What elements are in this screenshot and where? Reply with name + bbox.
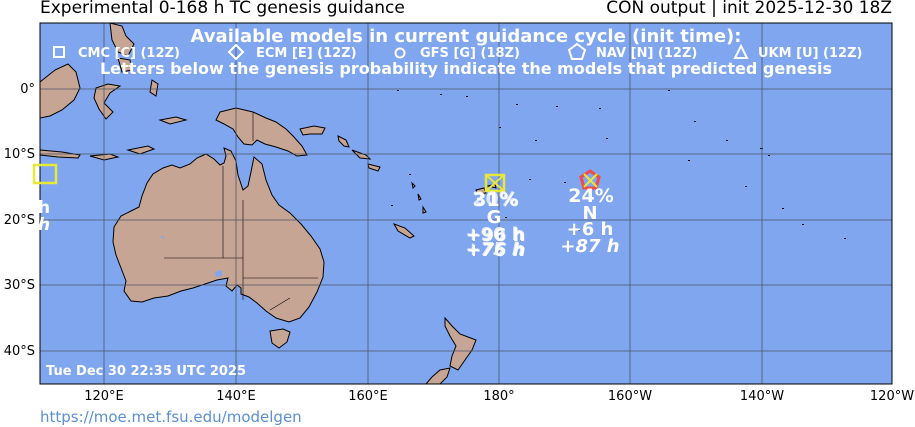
state-borders [164, 166, 318, 311]
land-sulawesi [93, 83, 122, 120]
genesis-probability: 31% [473, 189, 518, 211]
land-new-guinea [215, 107, 308, 157]
lat-label: 10°S [4, 147, 35, 162]
land-borneo [40, 63, 81, 119]
lat-label: 20°S [4, 213, 35, 228]
land-bougainville [337, 135, 350, 148]
land-new-caledonia [392, 223, 415, 239]
land-maluku [149, 79, 188, 125]
lon-label: 120°E [84, 389, 124, 404]
lon-label: 140°W [740, 389, 784, 404]
legend-note: Letters below the genesis probability in… [100, 59, 832, 78]
lon-label: 160°E [348, 389, 388, 404]
lat-label: 30°S [4, 278, 35, 293]
lon-label: 140°E [216, 389, 256, 404]
diamond-icon [227, 43, 245, 61]
legend-model-gfs: GFS [G] (18Z) [420, 46, 520, 61]
lon-label: 180° [483, 389, 514, 404]
lead-time-italic: +76 h [466, 240, 525, 261]
legend-heading: Available models in current guidance cyc… [191, 26, 742, 47]
genesis-models: N [582, 203, 597, 224]
lead-time-italic: +75 h [465, 239, 524, 260]
timestamp: Tue Dec 30 22:35 UTC 2025 [46, 364, 246, 379]
triangle-icon [733, 43, 749, 59]
lead-time: +90 h [465, 224, 524, 245]
legend-model-cmc: CMC [C] (12Z) [78, 46, 180, 61]
map-title: Experimental 0-168 h TC genesis guidance [40, 0, 405, 18]
lat-label: 40°S [4, 344, 35, 359]
graticule [40, 23, 892, 384]
land-new-zealand-south [425, 367, 451, 384]
pentagon-icon [579, 169, 601, 190]
land-new-britain [299, 125, 326, 136]
edge-lead-letter: h [38, 215, 50, 235]
cross-icon [583, 173, 598, 188]
lead-time-italic: +87 h [560, 236, 619, 257]
map-run-info: CON output | init 2025-12-30 18Z [606, 0, 892, 18]
land-australia [112, 147, 325, 323]
lead-time: +96 h [466, 225, 525, 246]
land-vanuatu [411, 181, 427, 214]
square-icon [484, 173, 506, 193]
lon-label: 120°W [870, 389, 914, 404]
square-icon [53, 46, 65, 58]
land-solomon-islands [351, 149, 381, 172]
legend-model-nav: NAV [N] (12Z) [596, 46, 697, 61]
lead-time: +6 h [567, 219, 614, 240]
lon-label: 160°W [608, 389, 652, 404]
edge-system: h h [32, 163, 58, 235]
pentagon-icon [567, 42, 587, 60]
genesis-models: G [487, 207, 502, 228]
genesis-system-2: 24% N +6 h +87 h [560, 169, 620, 257]
cross-icon [485, 174, 505, 192]
edge-lead-letter: h [38, 198, 50, 218]
land-new-zealand-north [444, 316, 477, 371]
map-frame [39, 22, 893, 385]
legend-model-ukm: UKM [U] (12Z) [758, 46, 862, 61]
legend-model-ecm: ECM [E] (12Z) [256, 46, 357, 61]
pacific-islets [391, 64, 846, 239]
circle-icon [394, 47, 406, 59]
source-link[interactable]: https://moe.met.fsu.edu/modelgen [40, 408, 302, 426]
land-lesser-sunda [40, 145, 156, 161]
lat-label: 0° [20, 82, 35, 97]
genesis-probability-overlap: 20% [472, 188, 517, 210]
land-tasmania [269, 328, 291, 349]
genesis-system-1: 20% 31% G +90 h +96 h +75 h +76 h [465, 173, 526, 261]
square-icon [32, 163, 58, 185]
land-philippines [109, 23, 135, 73]
genesis-probability: 24% [568, 185, 613, 207]
